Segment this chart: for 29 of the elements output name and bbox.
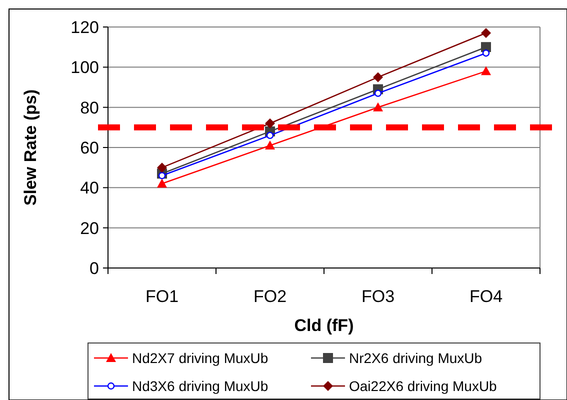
y-tick-label: 40 (80, 178, 99, 198)
point (265, 140, 275, 150)
x-tick-label: FO3 (361, 287, 395, 306)
point (374, 90, 382, 97)
y-tick-label: 20 (80, 218, 99, 238)
legend-label: Nd2X7 driving MuxUb (132, 350, 268, 366)
point (481, 66, 491, 76)
y-axis-title: Slew Rate (ps) (21, 89, 40, 206)
legend-label: Oai22X6 driving MuxUb (349, 378, 498, 394)
legend-label: Nr2X6 driving MuxUb (349, 350, 482, 366)
point (157, 162, 167, 173)
y-tick-label: 100 (70, 58, 99, 78)
point (265, 118, 275, 128)
x-axis-title: Cld (fF) (294, 316, 354, 335)
point (266, 132, 274, 140)
x-tick-label: FO2 (253, 287, 287, 306)
point (157, 178, 167, 188)
x-tick-label: FO1 (145, 287, 179, 306)
y-tick-label: 60 (80, 138, 99, 158)
point (482, 50, 490, 57)
y-tick-label: 0 (90, 258, 99, 278)
point (373, 102, 383, 112)
point (481, 28, 491, 38)
point (373, 72, 383, 82)
y-tick-label: 120 (70, 18, 99, 37)
x-tick-label: FO4 (469, 287, 503, 306)
legend-label: Nd3X6 driving MuxUb (132, 378, 268, 394)
y-tick-label: 80 (80, 98, 99, 118)
point (158, 172, 166, 180)
